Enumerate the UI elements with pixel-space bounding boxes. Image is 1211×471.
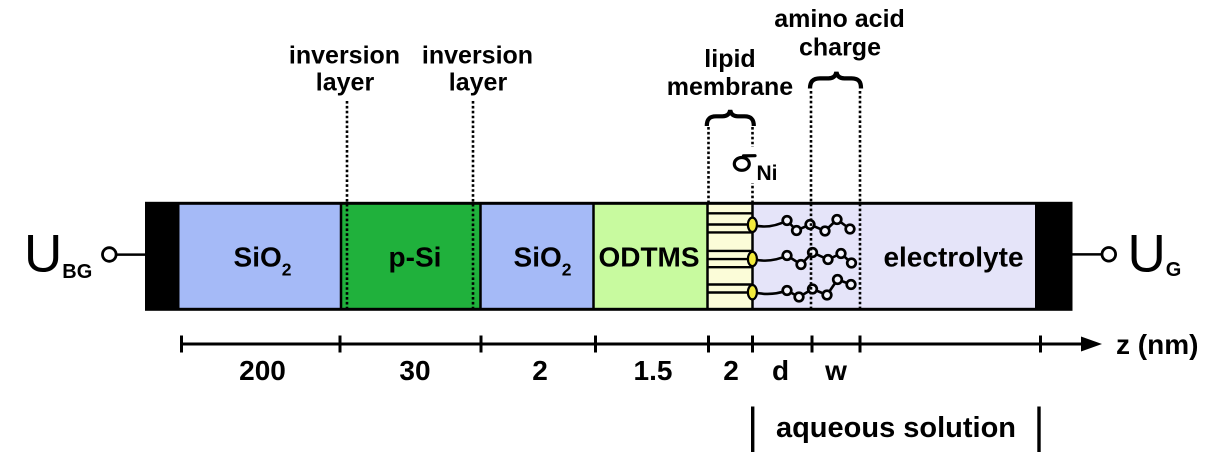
svg-text:amino acid: amino acid (774, 5, 905, 33)
svg-text:z (nm): z (nm) (1116, 329, 1198, 360)
svg-text:inversion: inversion (289, 42, 400, 70)
svg-text:inversion: inversion (422, 42, 533, 70)
svg-text:d: d (772, 355, 789, 386)
svg-text:w: w (824, 355, 847, 386)
svg-text:p-Si: p-Si (389, 242, 442, 273)
svg-text:30: 30 (399, 355, 430, 386)
svg-text:Ni: Ni (757, 162, 778, 185)
svg-text:electrolyte: electrolyte (883, 242, 1023, 273)
svg-text:200: 200 (239, 355, 286, 386)
svg-text:lipid: lipid (704, 45, 755, 73)
svg-text:1.5: 1.5 (634, 355, 673, 386)
svg-text:aqueous solution: aqueous solution (776, 412, 1016, 444)
svg-text:2: 2 (532, 355, 548, 386)
svg-text:layer: layer (449, 69, 508, 97)
svg-text:charge: charge (799, 34, 881, 62)
svg-text:2: 2 (723, 355, 739, 386)
svg-text:layer: layer (316, 69, 375, 97)
svg-text:ODTMS: ODTMS (598, 242, 699, 273)
svg-text:membrane: membrane (667, 73, 794, 101)
